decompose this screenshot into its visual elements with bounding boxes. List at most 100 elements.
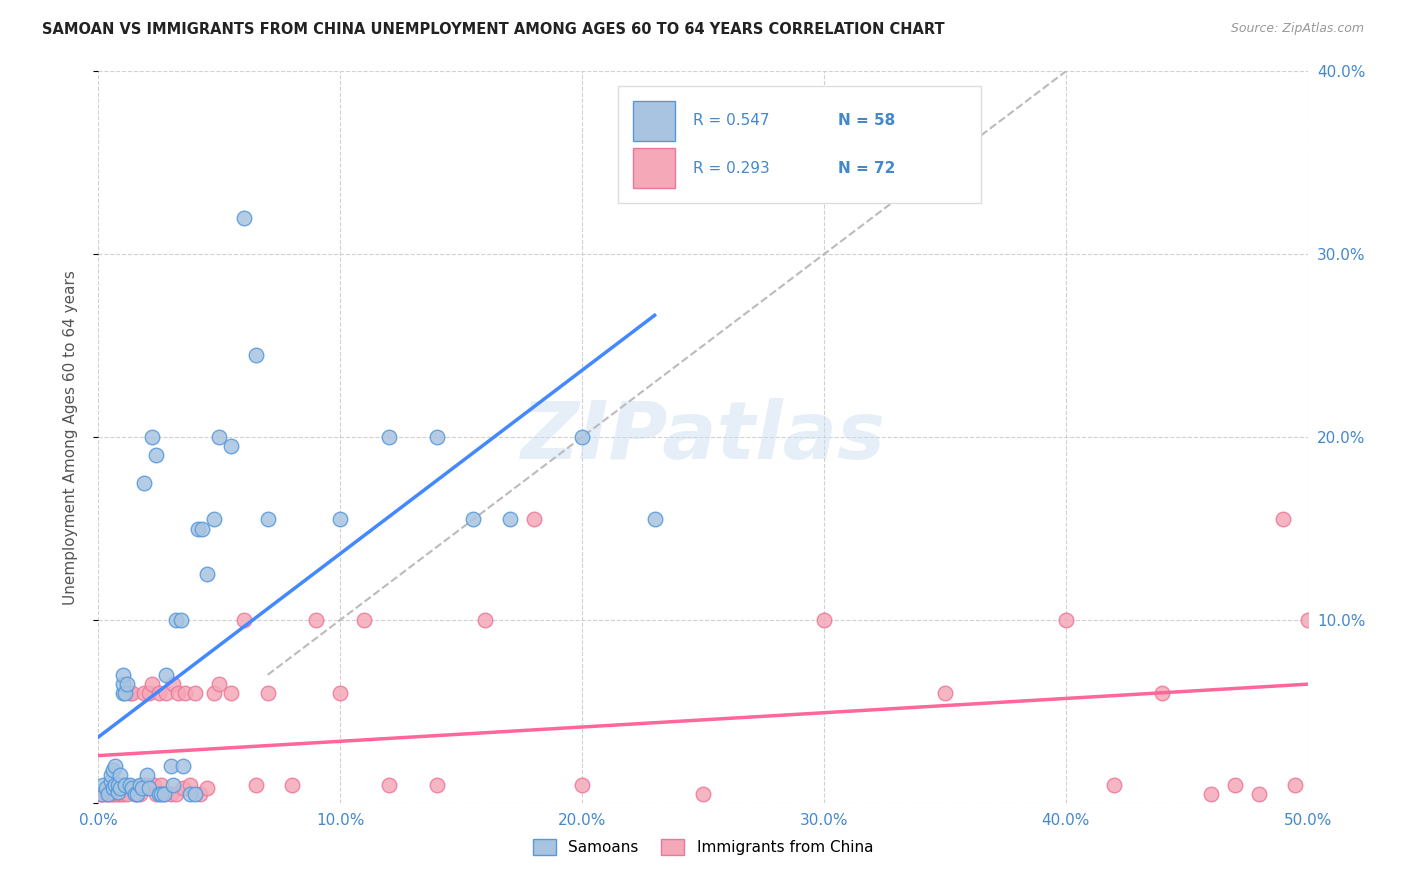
Point xyxy=(426,430,449,444)
Point xyxy=(162,777,184,792)
Point xyxy=(179,787,201,801)
Point xyxy=(174,686,197,700)
Point xyxy=(377,777,399,792)
Point xyxy=(135,768,157,782)
Point xyxy=(245,348,267,362)
Point xyxy=(498,512,520,526)
Point xyxy=(245,777,267,792)
Point xyxy=(134,475,156,490)
Point xyxy=(191,521,214,535)
Point xyxy=(108,781,131,796)
Point xyxy=(934,686,956,700)
Point xyxy=(1199,787,1222,801)
Point xyxy=(101,781,124,796)
Point xyxy=(135,777,157,792)
Point xyxy=(1249,787,1271,801)
Point xyxy=(138,781,160,796)
Point xyxy=(101,763,124,777)
Point xyxy=(111,787,134,801)
Point xyxy=(91,777,114,792)
Point xyxy=(571,777,593,792)
Point xyxy=(813,613,835,627)
Point xyxy=(124,787,146,801)
Point xyxy=(111,777,134,792)
Point xyxy=(143,777,166,792)
Point xyxy=(256,686,278,700)
Point xyxy=(692,787,714,801)
Point xyxy=(121,686,143,700)
Point xyxy=(108,787,131,801)
Point xyxy=(1284,777,1306,792)
Point xyxy=(101,781,124,796)
Point xyxy=(1296,613,1319,627)
Point xyxy=(195,567,218,582)
Point xyxy=(179,777,201,792)
Point xyxy=(108,768,131,782)
Point xyxy=(172,781,194,796)
Text: ZIPatlas: ZIPatlas xyxy=(520,398,886,476)
Text: SAMOAN VS IMMIGRANTS FROM CHINA UNEMPLOYMENT AMONG AGES 60 TO 64 YEARS CORRELATI: SAMOAN VS IMMIGRANTS FROM CHINA UNEMPLOY… xyxy=(42,22,945,37)
Point xyxy=(172,759,194,773)
Point xyxy=(94,781,117,796)
Point xyxy=(148,787,170,801)
Point xyxy=(141,677,163,691)
Point xyxy=(107,787,129,801)
Point xyxy=(90,787,112,801)
Point xyxy=(94,787,117,801)
Point xyxy=(305,613,328,627)
Point xyxy=(148,686,170,700)
Point xyxy=(463,512,485,526)
Point xyxy=(127,787,149,801)
FancyBboxPatch shape xyxy=(633,101,675,141)
Point xyxy=(101,787,124,801)
Legend: Samoans, Immigrants from China: Samoans, Immigrants from China xyxy=(527,833,879,861)
Point xyxy=(100,787,122,801)
Point xyxy=(107,785,129,799)
Point xyxy=(188,787,211,801)
Point xyxy=(208,430,231,444)
Point xyxy=(162,677,184,691)
Point xyxy=(184,686,207,700)
Point xyxy=(104,759,127,773)
Point xyxy=(145,787,167,801)
Point xyxy=(329,686,352,700)
Point xyxy=(131,777,153,792)
Text: N = 58: N = 58 xyxy=(838,113,896,128)
Point xyxy=(97,787,120,801)
Point xyxy=(141,430,163,444)
Point xyxy=(90,787,112,801)
Point xyxy=(107,777,129,792)
Point xyxy=(104,787,127,801)
Point xyxy=(165,613,187,627)
Point xyxy=(195,781,218,796)
Point xyxy=(571,430,593,444)
Point xyxy=(232,613,254,627)
Point xyxy=(204,686,226,700)
FancyBboxPatch shape xyxy=(633,148,675,188)
Point xyxy=(117,787,139,801)
Point xyxy=(104,777,127,792)
Point xyxy=(138,686,160,700)
Point xyxy=(117,781,139,796)
Point xyxy=(152,787,174,801)
Point xyxy=(114,777,136,792)
Point xyxy=(107,777,129,792)
Point xyxy=(121,781,143,796)
Point xyxy=(353,613,375,627)
Point xyxy=(1223,777,1246,792)
Point xyxy=(111,667,134,681)
Point xyxy=(91,787,114,801)
Point xyxy=(256,512,278,526)
Point xyxy=(128,787,150,801)
Point xyxy=(169,613,191,627)
Point xyxy=(167,686,190,700)
Point xyxy=(1054,613,1077,627)
Point xyxy=(111,686,134,700)
Point xyxy=(184,787,207,801)
Point xyxy=(155,667,177,681)
Point xyxy=(1102,777,1125,792)
Point xyxy=(426,777,449,792)
Text: Source: ZipAtlas.com: Source: ZipAtlas.com xyxy=(1230,22,1364,36)
Point xyxy=(1272,512,1295,526)
Point xyxy=(145,449,167,463)
